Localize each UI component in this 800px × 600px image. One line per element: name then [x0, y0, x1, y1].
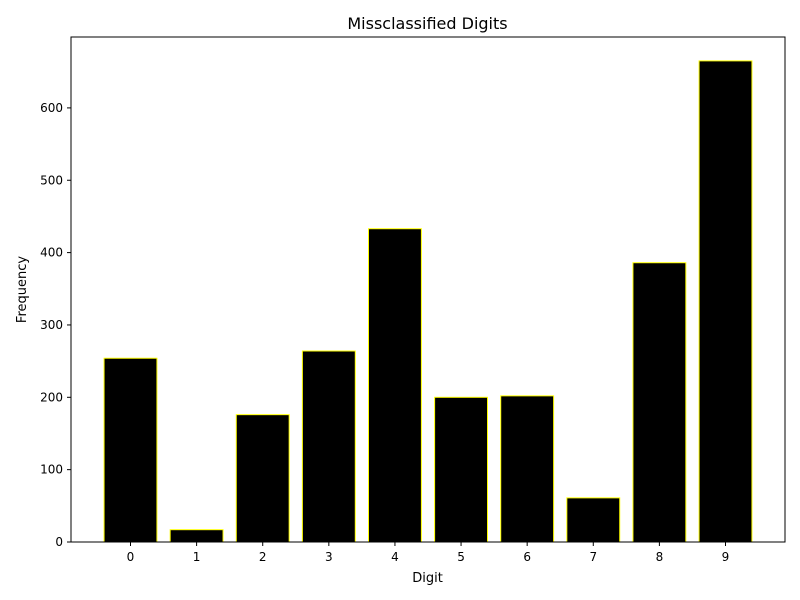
- x-tick-label: 6: [523, 550, 531, 564]
- bar-digit-2: [235, 414, 290, 543]
- x-tick-label: 0: [127, 550, 135, 564]
- y-tick-label: 500: [40, 173, 63, 187]
- x-axis-label: Digit: [412, 571, 443, 586]
- bar-digit-4: [368, 228, 422, 543]
- x-tick-label: 1: [193, 550, 201, 564]
- y-axis-label: Frequency: [15, 256, 30, 323]
- y-tick-label: 100: [40, 463, 63, 477]
- bar-digit-6: [500, 395, 555, 543]
- plot-frame: [70, 36, 786, 543]
- chart-title: Missclassified Digits: [347, 14, 507, 33]
- y-tick-label: 400: [40, 246, 63, 260]
- x-tick-label: 7: [589, 550, 597, 564]
- x-tick-label: 8: [656, 550, 664, 564]
- bar-digit-1: [169, 529, 224, 543]
- bar-digit-7: [566, 497, 621, 543]
- x-tick-label: 9: [722, 550, 730, 564]
- y-tick-label: 600: [40, 101, 63, 115]
- y-tick-label: 300: [40, 318, 63, 332]
- y-tick-label: 0: [55, 535, 63, 549]
- x-tick-label: 4: [391, 550, 399, 564]
- bar-digit-8: [632, 262, 687, 543]
- bar-digit-5: [434, 396, 489, 543]
- bar-digit-9: [698, 60, 753, 543]
- bar-digit-3: [301, 350, 356, 543]
- x-tick-label: 5: [457, 550, 465, 564]
- bar-digit-0: [103, 357, 158, 543]
- x-tick-label: 3: [325, 550, 333, 564]
- x-tick-label: 2: [259, 550, 267, 564]
- bars-group: [103, 60, 753, 543]
- y-axis: 0 100 200 300 400 500 600: [40, 101, 71, 549]
- x-axis: 0 1 2 3 4 5 6 7 8 9: [127, 542, 730, 564]
- y-tick-label: 200: [40, 390, 63, 404]
